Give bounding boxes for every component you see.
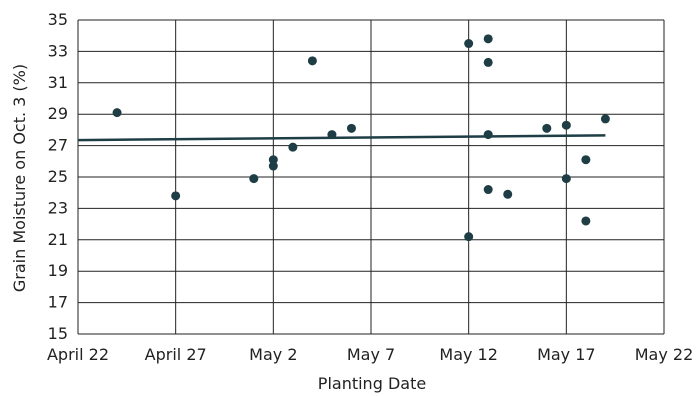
data-point	[483, 34, 493, 44]
x-tick-label: May 12	[439, 345, 498, 364]
data-point	[503, 189, 513, 199]
y-tick-label: 17	[48, 293, 68, 312]
x-tick-label: May 2	[249, 345, 297, 364]
data-point	[542, 123, 552, 133]
data-point	[307, 56, 317, 66]
x-tick-label: May 7	[347, 345, 395, 364]
trendline	[77, 134, 606, 142]
y-axis-title: Grain Moisture on Oct. 3 (%)	[10, 64, 29, 292]
data-point	[464, 39, 474, 49]
data-points	[112, 34, 610, 242]
data-point	[249, 174, 259, 184]
x-tick-label: April 27	[145, 345, 207, 364]
data-point	[581, 155, 591, 165]
y-tick-label: 27	[48, 136, 68, 155]
y-tick-label: 33	[48, 41, 68, 60]
data-point	[268, 155, 278, 165]
data-point	[112, 108, 122, 118]
tick-labels: 15 17 19 21 23 25 27 29 31 33 35 April 22 April 27 Ma…	[47, 10, 693, 364]
data-point	[346, 123, 356, 133]
y-tick-label: 29	[48, 104, 68, 123]
y-tick-label: 19	[48, 261, 68, 280]
data-point	[561, 174, 571, 184]
data-point	[581, 216, 591, 226]
y-tick-label: 25	[48, 167, 68, 186]
grid-lines	[77, 19, 665, 335]
data-point	[327, 130, 337, 140]
data-point	[483, 185, 493, 195]
x-axis-title: Planting Date	[318, 374, 426, 393]
data-point	[561, 120, 571, 130]
y-tick-label: 21	[48, 230, 68, 249]
x-tick-label: May 22	[635, 345, 694, 364]
data-point	[600, 114, 610, 124]
data-point	[268, 161, 278, 171]
data-point	[483, 57, 493, 67]
y-tick-label: 31	[48, 73, 68, 92]
data-point	[464, 232, 474, 242]
x-tick-label: May 17	[537, 345, 596, 364]
trendline-group	[77, 134, 606, 142]
y-tick-label: 35	[48, 10, 68, 29]
data-point	[171, 191, 181, 201]
y-tick-label: 15	[48, 324, 68, 343]
y-tick-label: 23	[48, 198, 68, 217]
data-point	[483, 130, 493, 140]
data-point	[288, 142, 298, 152]
x-tick-label: April 22	[47, 345, 109, 364]
